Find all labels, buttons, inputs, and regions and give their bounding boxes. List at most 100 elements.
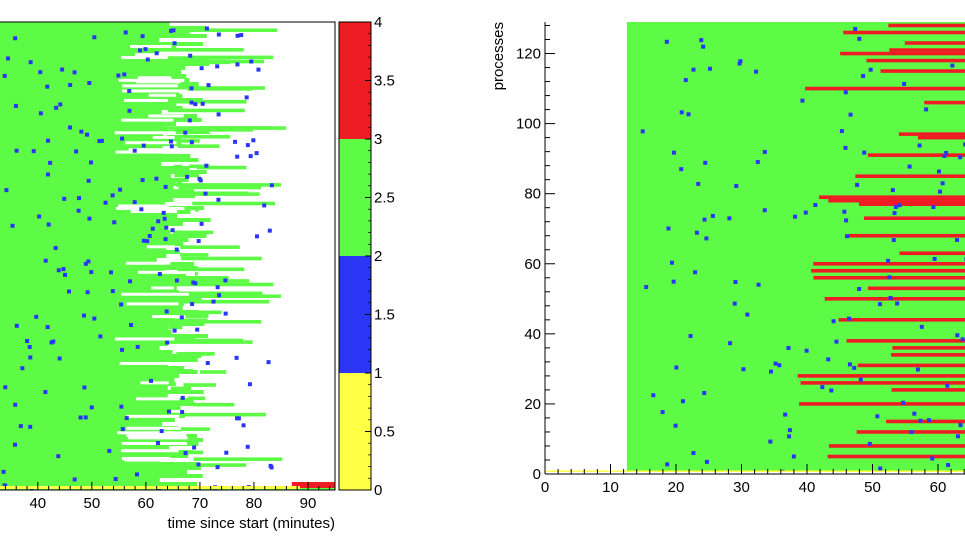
right-marker xyxy=(644,285,649,290)
colorbar-tick-label: 3 xyxy=(374,131,382,148)
left-marker xyxy=(27,344,32,349)
right-marker xyxy=(958,423,963,428)
right-marker xyxy=(930,456,935,461)
left-marker xyxy=(241,423,246,428)
left-marker xyxy=(188,53,193,58)
left-white-stripe xyxy=(148,93,177,97)
right-marker xyxy=(804,348,809,353)
left-marker xyxy=(28,424,33,429)
right-marker xyxy=(773,361,778,366)
left-x-tick-label: 40 xyxy=(29,495,46,512)
left-marker xyxy=(124,416,129,421)
left-marker xyxy=(132,148,137,153)
right-marker xyxy=(783,412,788,417)
left-marker xyxy=(122,72,127,77)
right-marker xyxy=(901,400,906,405)
right-marker xyxy=(777,363,782,368)
right-marker xyxy=(843,145,848,150)
right-marker xyxy=(932,256,937,261)
left-stripe xyxy=(159,55,231,60)
right-marker xyxy=(813,202,818,207)
left-marker xyxy=(87,80,92,85)
right-red-row xyxy=(867,153,965,157)
left-stripe xyxy=(166,28,278,33)
left-white-stripe xyxy=(126,426,182,430)
left-white-stripe xyxy=(122,84,178,88)
left-marker xyxy=(191,280,196,285)
left-marker xyxy=(10,223,15,228)
right-marker xyxy=(937,189,942,194)
left-stripe xyxy=(164,139,200,143)
right-marker xyxy=(768,369,773,374)
right-red-row xyxy=(892,346,965,350)
right-marker xyxy=(893,204,898,209)
left-marker xyxy=(49,340,54,345)
left-white-stripe xyxy=(119,361,171,365)
right-red-row xyxy=(824,297,965,301)
left-marker xyxy=(4,188,9,193)
right-marker xyxy=(858,377,863,382)
left-white-stripe xyxy=(152,315,186,319)
right-marker xyxy=(793,214,798,219)
left-marker xyxy=(53,245,58,250)
left-marker xyxy=(139,207,144,212)
left-stripe xyxy=(167,318,208,323)
right-red-row xyxy=(848,233,965,238)
left-white-stripe xyxy=(121,89,188,93)
left-marker xyxy=(18,424,23,429)
right-marker xyxy=(845,234,850,239)
right-y-tick-label: 20 xyxy=(524,396,541,413)
left-marker xyxy=(254,234,259,239)
right-red-row xyxy=(828,198,965,203)
left-marker xyxy=(223,311,228,316)
left-x-tick-label: 90 xyxy=(300,495,317,512)
right-marker xyxy=(955,237,960,242)
right-marker xyxy=(963,142,965,147)
right-red-row xyxy=(880,69,965,73)
left-stripe xyxy=(196,165,247,170)
right-x-tick-label: 60 xyxy=(930,479,947,496)
left-marker xyxy=(174,278,179,283)
left-marker xyxy=(82,385,87,390)
right-marker xyxy=(691,451,696,456)
right-marker xyxy=(855,182,860,187)
left-marker xyxy=(234,355,239,360)
right-marker xyxy=(679,167,684,172)
right-plot-background xyxy=(626,22,965,472)
left-stripe xyxy=(173,164,183,169)
right-empty-region xyxy=(545,22,627,472)
left-stripe xyxy=(177,267,245,272)
left-stripe xyxy=(178,351,215,356)
right-marker xyxy=(679,110,684,115)
right-marker xyxy=(732,301,737,306)
left-marker xyxy=(166,409,171,414)
left-white-stripe xyxy=(128,148,185,152)
right-y-tick-label: 120 xyxy=(516,46,541,63)
right-marker xyxy=(895,301,900,306)
left-stripe xyxy=(163,294,281,298)
left-marker xyxy=(187,118,192,123)
left-stripe xyxy=(167,340,253,344)
left-marker xyxy=(200,101,205,106)
left-marker xyxy=(85,290,90,295)
left-stripe xyxy=(169,189,195,193)
left-white-stripe xyxy=(140,381,169,385)
left-white-stripe xyxy=(126,302,179,306)
right-marker xyxy=(926,418,931,423)
left-stripe xyxy=(183,276,229,280)
right-marker xyxy=(958,155,963,160)
right-marker xyxy=(857,36,862,41)
right-marker xyxy=(669,260,674,265)
right-red-row xyxy=(924,100,965,105)
right-red-row xyxy=(888,23,965,28)
right-marker xyxy=(892,211,897,216)
left-marker xyxy=(62,196,67,201)
right-marker xyxy=(924,107,929,112)
right-red-row xyxy=(846,339,965,343)
left-marker xyxy=(38,111,43,116)
right-red-row xyxy=(898,132,965,136)
left-marker xyxy=(119,302,124,307)
right-marker xyxy=(733,279,738,284)
left-marker xyxy=(3,483,8,488)
